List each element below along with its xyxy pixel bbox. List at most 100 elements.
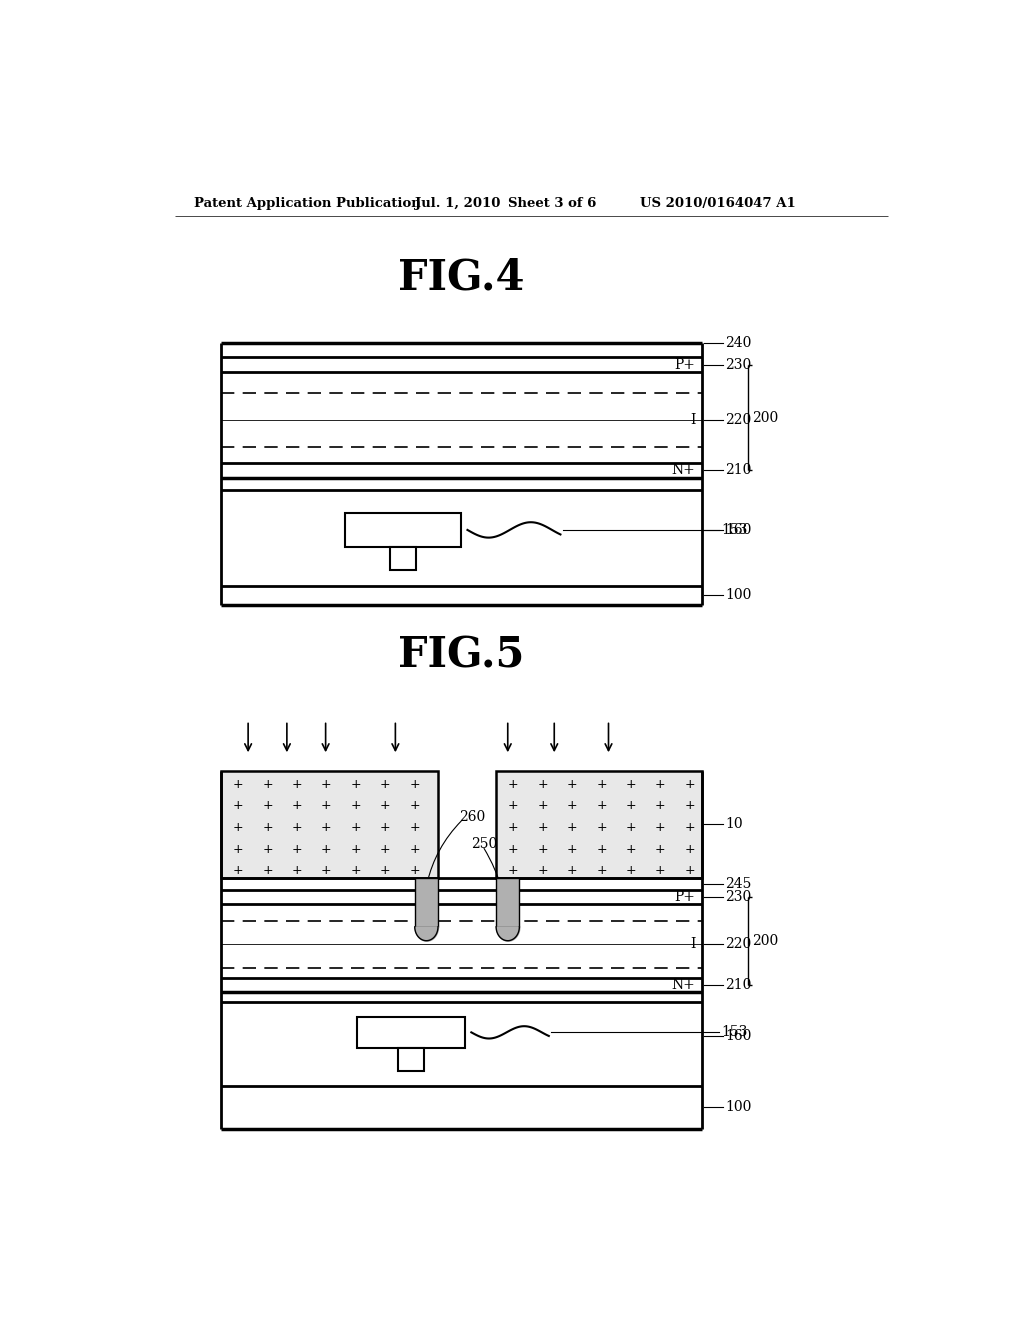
Text: +: + (380, 865, 390, 878)
Text: FIG.4: FIG.4 (398, 257, 524, 298)
Text: +: + (566, 777, 578, 791)
Text: +: + (262, 821, 272, 834)
Text: +: + (410, 865, 420, 878)
Text: +: + (322, 842, 332, 855)
Text: +: + (232, 800, 244, 813)
Text: +: + (292, 821, 302, 834)
Text: +: + (685, 800, 695, 813)
Text: +: + (566, 865, 578, 878)
Text: 220: 220 (726, 937, 752, 950)
Text: +: + (350, 865, 361, 878)
Text: +: + (322, 865, 332, 878)
Text: 160: 160 (726, 523, 752, 537)
Text: 153: 153 (721, 523, 748, 537)
Text: 260: 260 (460, 809, 485, 824)
Text: 230: 230 (726, 358, 752, 372)
Text: +: + (232, 777, 244, 791)
Text: +: + (596, 821, 607, 834)
Text: 160: 160 (726, 1030, 752, 1043)
Text: 200: 200 (752, 935, 778, 948)
Text: +: + (350, 842, 361, 855)
Text: +: + (292, 842, 302, 855)
Bar (221, 771, 438, 878)
Text: +: + (655, 821, 666, 834)
Text: FIG.5: FIG.5 (398, 634, 524, 676)
Bar (496, 771, 701, 878)
Text: I: I (690, 937, 695, 950)
Text: 200: 200 (752, 411, 778, 425)
Text: +: + (538, 777, 548, 791)
Text: N+: N+ (672, 978, 695, 993)
Text: 245: 245 (726, 876, 752, 891)
Text: +: + (538, 865, 548, 878)
Text: +: + (262, 777, 272, 791)
Text: +: + (685, 777, 695, 791)
Text: +: + (538, 821, 548, 834)
Text: +: + (508, 865, 518, 878)
Text: +: + (410, 800, 420, 813)
Bar (390, 548, 417, 570)
Text: +: + (508, 821, 518, 834)
Text: +: + (596, 800, 607, 813)
Text: 10: 10 (726, 817, 743, 832)
Text: P+: P+ (675, 890, 695, 904)
Text: +: + (350, 821, 361, 834)
Text: +: + (566, 800, 578, 813)
Bar (415, 878, 438, 927)
Text: 210: 210 (726, 463, 752, 478)
Text: +: + (350, 800, 361, 813)
Text: I: I (690, 413, 695, 428)
Text: +: + (380, 821, 390, 834)
Text: 220: 220 (726, 413, 752, 428)
Text: Sheet 3 of 6: Sheet 3 of 6 (508, 197, 596, 210)
Text: +: + (262, 800, 272, 813)
Text: +: + (655, 800, 666, 813)
Text: 250: 250 (471, 837, 498, 850)
Text: +: + (685, 821, 695, 834)
Text: +: + (232, 842, 244, 855)
Text: P+: P+ (675, 358, 695, 372)
Text: +: + (685, 865, 695, 878)
Text: +: + (626, 800, 636, 813)
Text: US 2010/0164047 A1: US 2010/0164047 A1 (640, 197, 796, 210)
Text: N+: N+ (672, 463, 695, 478)
Text: 153: 153 (721, 1026, 748, 1039)
Text: +: + (566, 821, 578, 834)
Text: +: + (566, 842, 578, 855)
Text: +: + (410, 777, 420, 791)
Text: +: + (292, 800, 302, 813)
Text: Jul. 1, 2010: Jul. 1, 2010 (415, 197, 500, 210)
Text: +: + (262, 842, 272, 855)
Text: Patent Application Publication: Patent Application Publication (194, 197, 421, 210)
Bar (496, 878, 519, 927)
Text: +: + (380, 777, 390, 791)
Text: +: + (655, 865, 666, 878)
Text: 100: 100 (726, 589, 752, 602)
Text: +: + (538, 800, 548, 813)
Text: +: + (410, 821, 420, 834)
Text: +: + (596, 865, 607, 878)
Bar (397, 1048, 424, 1071)
Text: +: + (626, 821, 636, 834)
Text: +: + (596, 842, 607, 855)
Text: +: + (596, 777, 607, 791)
Text: +: + (262, 865, 272, 878)
Text: +: + (538, 842, 548, 855)
Text: +: + (232, 865, 244, 878)
Bar (356, 1016, 465, 1048)
Text: 240: 240 (726, 337, 752, 350)
Text: +: + (232, 821, 244, 834)
Text: +: + (626, 865, 636, 878)
Text: +: + (350, 777, 361, 791)
Text: +: + (380, 842, 390, 855)
Text: +: + (292, 865, 302, 878)
Text: +: + (322, 821, 332, 834)
Text: +: + (508, 842, 518, 855)
Text: +: + (626, 842, 636, 855)
Text: +: + (626, 777, 636, 791)
Text: 210: 210 (726, 978, 752, 993)
Text: +: + (508, 777, 518, 791)
Text: 100: 100 (726, 1101, 752, 1114)
Text: +: + (410, 842, 420, 855)
Bar (345, 512, 461, 548)
